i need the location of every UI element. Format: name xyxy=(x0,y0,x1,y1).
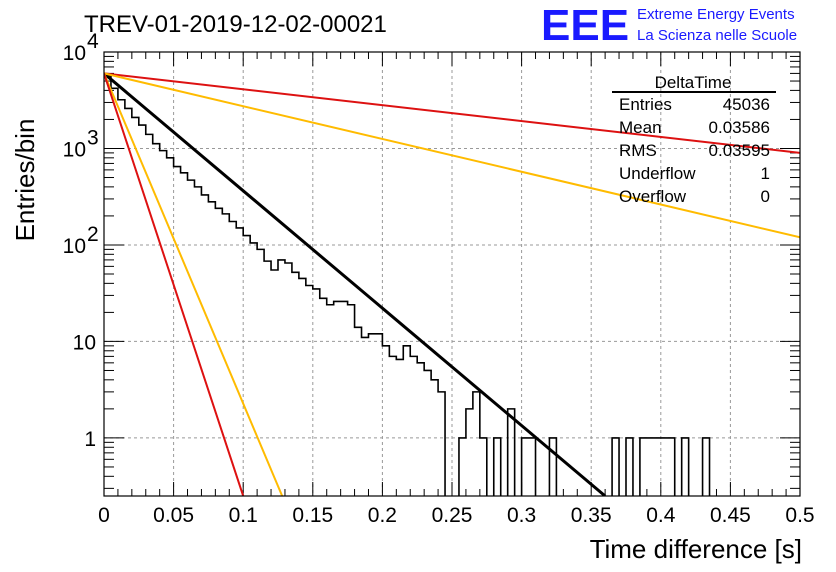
stats-underflow-label: Underflow xyxy=(619,164,696,183)
x-tick-label: 0.2 xyxy=(368,504,397,527)
stats-entries-value: 45036 xyxy=(723,95,770,114)
stats-rms-value: 0.03595 xyxy=(709,141,770,160)
x-tick-label: 0.5 xyxy=(785,504,814,527)
x-tick-label: 0.15 xyxy=(292,504,333,527)
y-tick-label: 10 xyxy=(63,235,86,258)
y-tick-exponent: 2 xyxy=(87,223,99,246)
plot-frame xyxy=(103,51,801,497)
eee-logo-line1: Extreme Energy Events xyxy=(637,6,795,23)
x-tick-label: 0.45 xyxy=(710,504,751,527)
stats-box: DeltaTime Entries 45036 Mean 0.03586 RMS… xyxy=(612,73,776,206)
stats-underflow-value: 1 xyxy=(761,164,770,183)
x-tick-label: 0.35 xyxy=(571,504,612,527)
fit-line-0 xyxy=(104,72,607,496)
eee-logo-mark: EEE xyxy=(541,1,629,50)
y-tick-exponent: 4 xyxy=(87,30,99,53)
y-tick-label: 10 xyxy=(63,42,86,65)
y-tick-exponent: 3 xyxy=(87,126,99,149)
fit-line-4 xyxy=(104,73,245,496)
x-axis-label: Time difference [s] xyxy=(590,534,802,564)
fit-line-1 xyxy=(104,72,800,154)
x-tick-label: 0.4 xyxy=(646,504,676,527)
stats-overflow-value: 0 xyxy=(761,187,770,206)
fit-line-3 xyxy=(104,73,284,496)
stats-overflow-label: Overflow xyxy=(619,187,687,206)
y-tick-label: 1 xyxy=(84,428,96,451)
x-tick-label: 0 xyxy=(98,504,110,527)
chart-title: TREV-01-2019-12-02-00021 xyxy=(84,11,387,38)
stats-rms-label: RMS xyxy=(619,141,657,160)
x-tick-label: 0.1 xyxy=(229,504,258,527)
stats-entries-label: Entries xyxy=(619,95,672,114)
fit-line-2 xyxy=(104,72,800,239)
stats-mean-label: Mean xyxy=(619,118,662,137)
x-tick-label: 0.25 xyxy=(432,504,473,527)
y-tick-label: 10 xyxy=(63,138,86,161)
stats-name: DeltaTime xyxy=(655,73,732,92)
x-tick-label: 0.05 xyxy=(153,504,194,527)
y-tick-label: 10 xyxy=(73,331,96,354)
stats-mean-value: 0.03586 xyxy=(709,118,770,137)
plot-area: 0 0.05 0.1 0.15 0.2 0.25 0.3 0.35 0.4 0.45 0.51101… xyxy=(63,30,815,527)
x-tick-label: 0.3 xyxy=(507,504,536,527)
y-axis-label: Entries/bin xyxy=(10,119,40,242)
histogram-outline xyxy=(104,74,711,496)
eee-logo-line2: La Scienza nelle Scuole xyxy=(637,27,797,44)
